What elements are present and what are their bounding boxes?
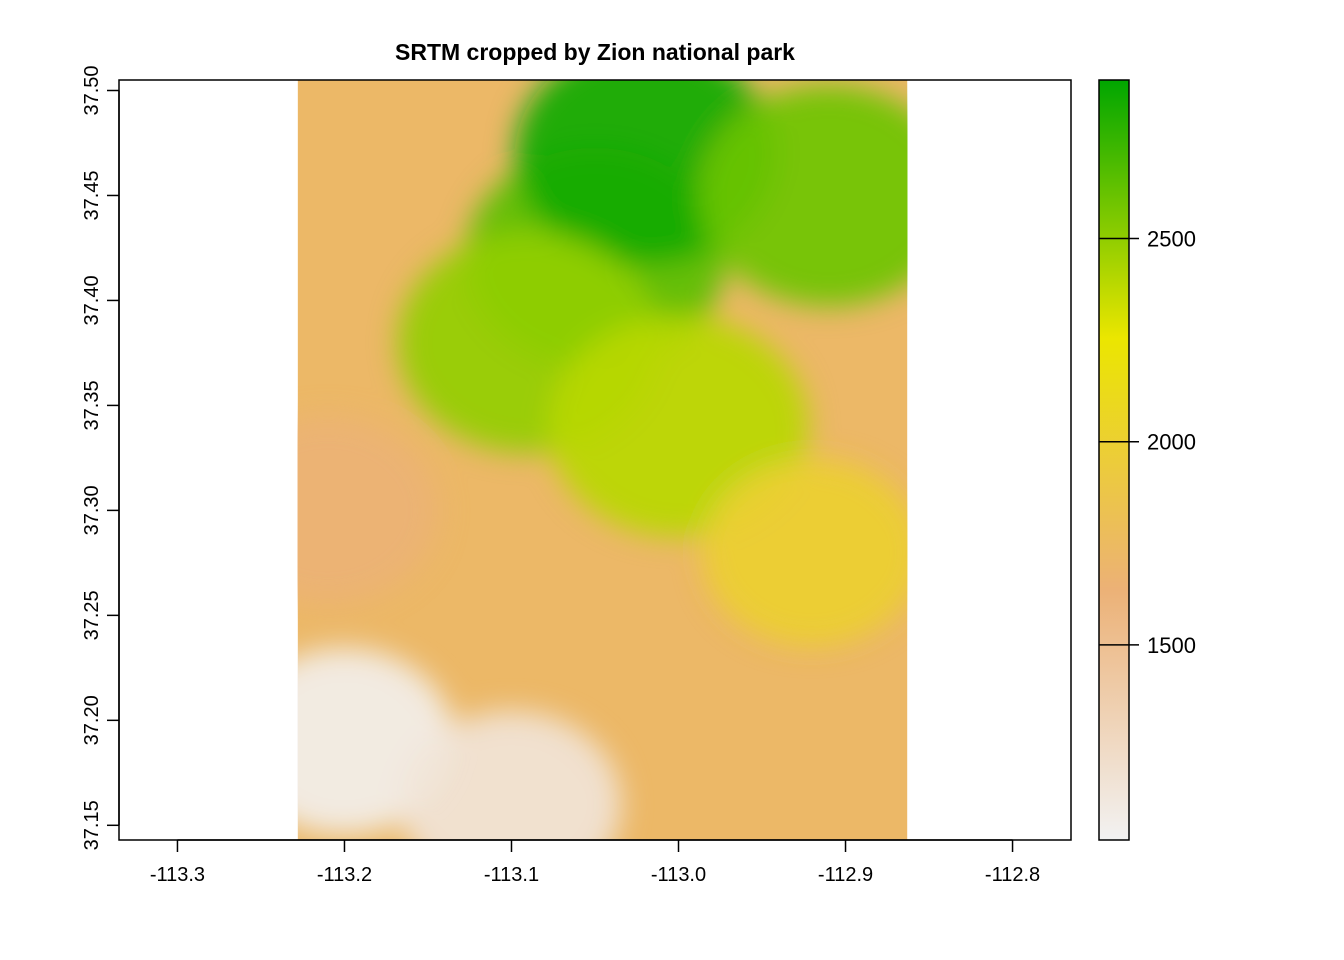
legend-colorbar xyxy=(1098,79,1130,841)
legend-tick-label: 1500 xyxy=(1147,633,1196,658)
raster-elevation-blobs xyxy=(297,80,908,840)
y-tick-label: 37.45 xyxy=(81,170,103,220)
x-tick-label: -113.0 xyxy=(651,864,706,886)
legend-tick-label: 2000 xyxy=(1147,430,1196,455)
elevation-raster xyxy=(297,80,908,840)
y-tick-label: 37.20 xyxy=(81,695,103,745)
y-tick-label: 37.25 xyxy=(81,590,103,640)
x-tick-label: -113.1 xyxy=(484,864,539,886)
y-axis: 37.15 37.20 37.25 37.30 37.35 37.40 37.45 37.50 xyxy=(81,65,120,850)
y-tick-label: 37.15 xyxy=(81,800,103,850)
x-tick-label: -113.3 xyxy=(150,864,205,886)
y-tick-label: 37.40 xyxy=(81,275,103,325)
x-tick-label: -113.2 xyxy=(317,864,372,886)
y-tick-label: 37.30 xyxy=(81,485,103,535)
elevation-east-rim xyxy=(702,458,908,646)
chart-title: SRTM cropped by Zion national park xyxy=(395,39,795,65)
x-axis: -113.3 -113.2 -113.1 -113.0 -112.9 -112.8 xyxy=(150,839,1040,886)
elevation-northeast-plateau xyxy=(698,85,908,306)
elevation-south-valley xyxy=(401,710,622,840)
y-tick-label: 37.35 xyxy=(81,380,103,430)
legend-tick-label: 2500 xyxy=(1147,227,1196,252)
x-tick-label: -112.9 xyxy=(818,864,873,886)
y-tick-label: 37.50 xyxy=(81,65,103,115)
elevation-west-foothills xyxy=(297,416,438,604)
x-tick-label: -112.8 xyxy=(985,864,1040,886)
legend-axis: 1500 2000 2500 xyxy=(1099,227,1196,658)
